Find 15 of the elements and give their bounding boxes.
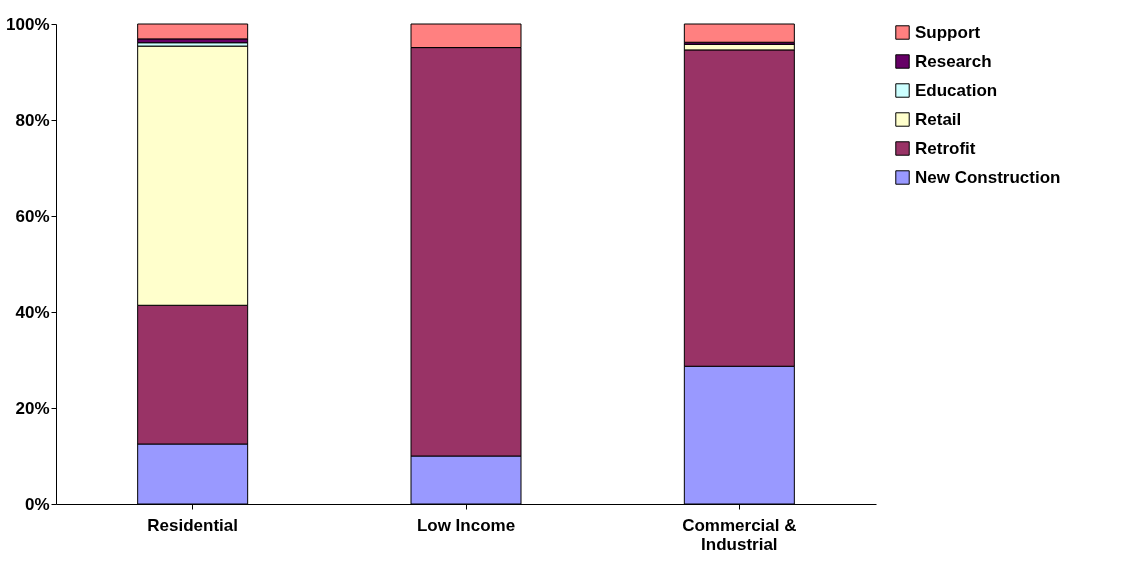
legend-label: Retrofit	[915, 138, 976, 158]
x-tick-label: Low Income	[416, 515, 516, 535]
y-tick-label: 20%	[15, 398, 50, 418]
legend-label: Support	[915, 22, 981, 42]
legend-label: Retail	[915, 109, 962, 129]
y-tick-label: 0%	[24, 494, 50, 514]
x-tick-label: Commercial & Industrial	[682, 515, 797, 554]
legend-label: Research	[915, 51, 992, 71]
y-tick-label: 40%	[15, 302, 50, 322]
x-tick-label: Residential	[147, 515, 239, 535]
legend-label: Education	[915, 80, 998, 100]
y-tick-label: 100%	[6, 14, 50, 34]
y-tick-label: 60%	[15, 206, 50, 226]
legend-label: New Construction	[915, 167, 1061, 187]
y-tick-label: 80%	[15, 110, 50, 130]
